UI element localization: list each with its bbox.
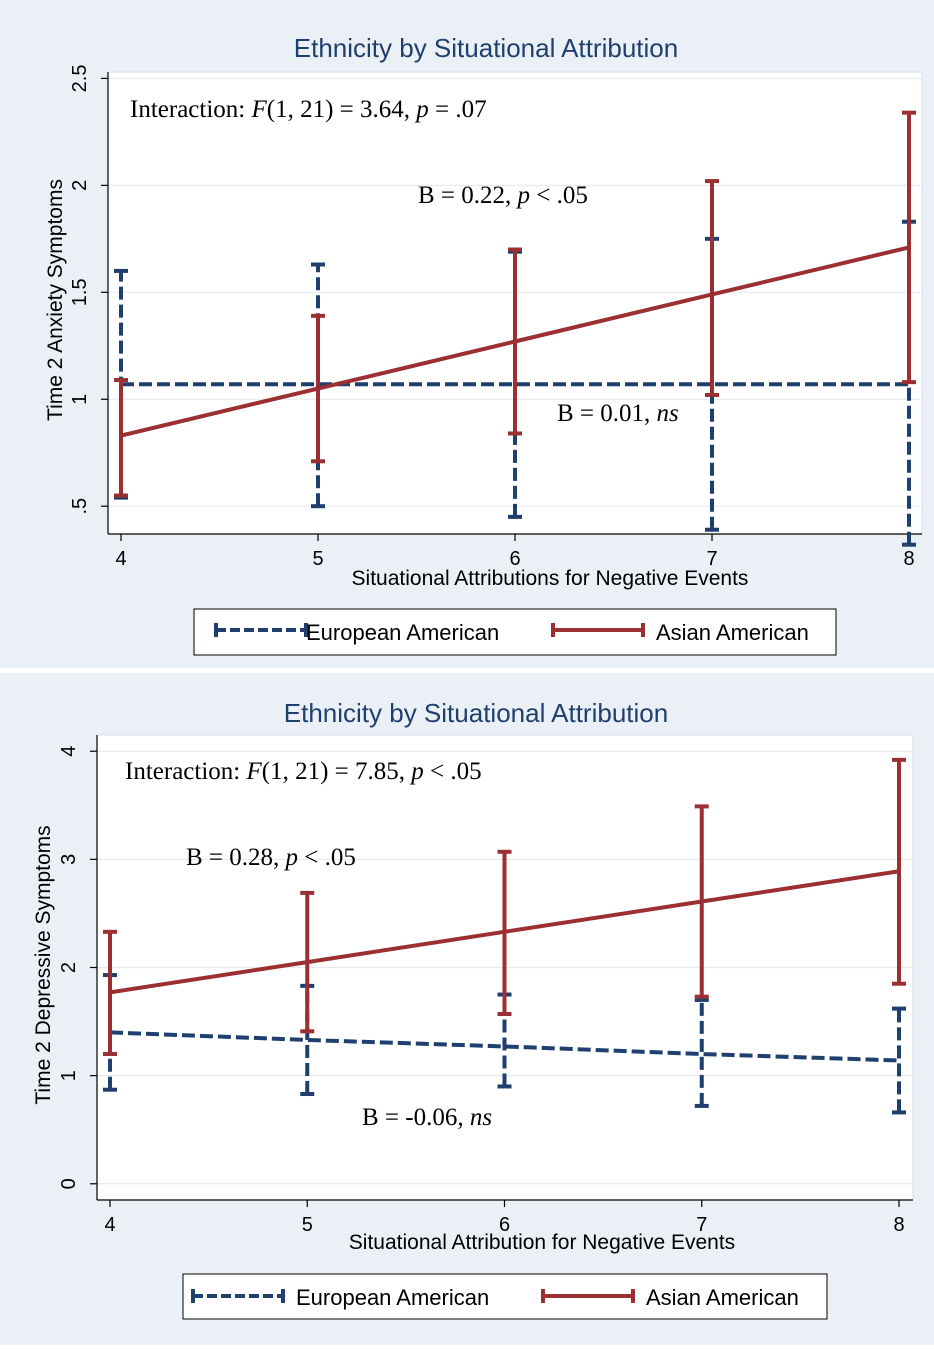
y-ticks: 0 1 2 3 4 bbox=[58, 746, 97, 1189]
legend-swatch-asian-american bbox=[551, 623, 645, 637]
error-bar-european-american bbox=[892, 1006, 906, 1115]
x-tick-label: 4 bbox=[115, 548, 126, 570]
legend-label-asian-american: Asian American bbox=[646, 1285, 799, 1310]
y-tick-label: 0 bbox=[58, 1178, 80, 1189]
y-axis-label: Time 2 Depressive Symptoms bbox=[32, 825, 55, 1104]
x-axis-label: Situational Attributions for Negative Ev… bbox=[352, 567, 749, 590]
legend-label-european-american: European American bbox=[306, 620, 499, 645]
y-tick-label: 2 bbox=[69, 180, 91, 191]
legend-box bbox=[182, 1273, 828, 1320]
y-tick-label: 2 bbox=[58, 962, 80, 973]
legend: European American Asian American bbox=[193, 608, 837, 656]
y-tick-label: 1 bbox=[58, 1070, 80, 1081]
series-line-european-american bbox=[109, 1030, 900, 1063]
x-tick-label: 5 bbox=[302, 1214, 313, 1236]
error-bar-european-american bbox=[694, 997, 709, 1108]
x-tick-label: 7 bbox=[706, 548, 717, 570]
x-tick-label: 5 bbox=[312, 548, 323, 570]
x-axis-label: Situational Attribution for Negative Eve… bbox=[349, 1231, 735, 1254]
x-tick-label: 7 bbox=[696, 1214, 707, 1236]
x-tick-label: 8 bbox=[893, 1214, 904, 1236]
legend-swatch-european-american bbox=[191, 1289, 285, 1303]
y-ticks: .5 1 1.5 2 2.5 bbox=[69, 65, 108, 515]
legend-label-european-american: European American bbox=[296, 1285, 489, 1310]
y-tick-label: 1.5 bbox=[69, 278, 91, 306]
series-group bbox=[103, 757, 906, 1115]
x-tick-label: 4 bbox=[104, 1214, 115, 1236]
error-bar-asian-american bbox=[705, 179, 719, 397]
series-line-asian-american bbox=[120, 245, 910, 438]
asian-slope-annotation: B = 0.22, p < .05 bbox=[418, 182, 588, 209]
y-tick-label: 3 bbox=[58, 854, 80, 865]
y-axis-label: Time 2 Anxiety Symptoms bbox=[44, 179, 67, 421]
x-ticks: 4 5 6 7 8 bbox=[104, 1200, 905, 1236]
legend-label-asian-american: Asian American bbox=[656, 620, 809, 645]
x-tick-label: 6 bbox=[499, 1214, 510, 1236]
legend-swatch-asian-american bbox=[541, 1289, 635, 1303]
series-line-asian-american bbox=[109, 869, 900, 995]
interaction-annotation: Interaction: F(1, 21) = 7.85, p < .05 bbox=[125, 758, 482, 785]
chart-panel-depressive: Ethnicity by Situational Attribution 0 1 2… bbox=[0, 673, 934, 1345]
error-bar-asian-american bbox=[103, 929, 117, 1057]
y-tick-label: 1 bbox=[69, 394, 91, 405]
depressive-chart-svg: Ethnicity by Situational Attribution 0 1 2… bbox=[32, 698, 914, 1320]
error-bar-asian-american bbox=[114, 378, 128, 498]
series-group bbox=[114, 110, 916, 547]
x-tick-label: 6 bbox=[509, 548, 520, 570]
x-tick-label: 8 bbox=[903, 548, 914, 570]
legend: European American Asian American bbox=[182, 1273, 828, 1320]
chart-title: Ethnicity by Situational Attribution bbox=[294, 33, 678, 63]
y-tick-label: 2.5 bbox=[69, 65, 91, 93]
chart-title: Ethnicity by Situational Attribution bbox=[284, 698, 668, 728]
european-slope-annotation: B = -0.06, ns bbox=[362, 1104, 492, 1131]
anxiety-chart-svg: Ethnicity by Situational Attribution .5 1… bbox=[44, 33, 923, 656]
legend-swatch-european-american bbox=[214, 623, 308, 637]
y-tick-label: .5 bbox=[69, 498, 91, 515]
asian-slope-annotation: B = 0.28, p < .05 bbox=[186, 844, 356, 871]
european-slope-annotation: B = 0.01, ns bbox=[557, 400, 679, 427]
chart-panel-anxiety: Ethnicity by Situational Attribution .5 1… bbox=[0, 0, 934, 668]
y-tick-label: 4 bbox=[58, 746, 80, 757]
interaction-annotation: Interaction: F(1, 21) = 3.64, p = .07 bbox=[130, 96, 487, 123]
x-ticks: 4 5 6 7 8 bbox=[115, 534, 915, 570]
